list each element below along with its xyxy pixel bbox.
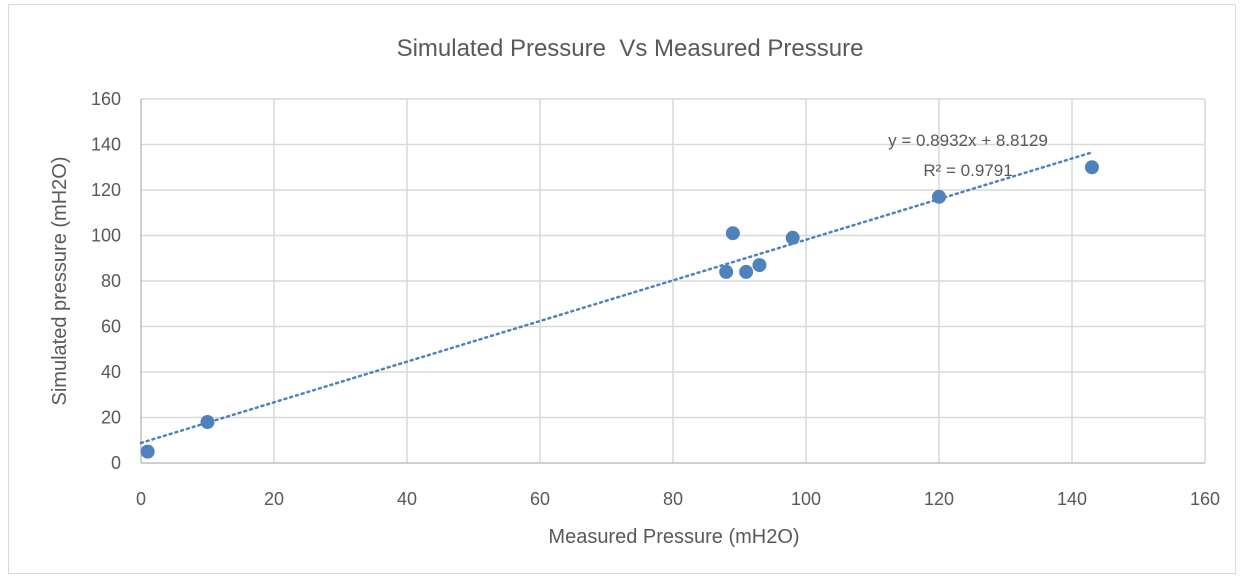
y-axis-label: Simulated pressure (mH2O) (49, 157, 71, 406)
chart-title: Simulated Pressure Vs Measured Pressure (397, 35, 864, 62)
data-point (725, 226, 740, 241)
data-point (140, 444, 155, 459)
trendline-r-squared: R² = 0.9791 (923, 161, 1012, 180)
data-point (739, 264, 754, 279)
x-axis-label: Measured Pressure (mH2O) (548, 526, 799, 548)
y-tick-label: 160 (91, 89, 121, 109)
data-points (140, 160, 1099, 459)
data-point (719, 264, 734, 279)
y-tick-label: 100 (91, 226, 121, 246)
data-point (200, 415, 215, 430)
x-tick-label: 60 (530, 489, 550, 509)
x-tick-label: 40 (397, 489, 417, 509)
y-tick-label: 80 (101, 271, 121, 291)
axes (140, 99, 1205, 464)
gridlines (141, 98, 1206, 463)
x-tick-label: 140 (1057, 489, 1087, 509)
trendline-group (139, 151, 1094, 445)
y-tick-label: 40 (101, 362, 121, 382)
data-point (785, 230, 800, 245)
x-tick-labels: 0 20 40 60 80 100 120 140 160 (136, 489, 1220, 509)
data-point (1084, 160, 1099, 175)
y-tick-label: 0 (111, 453, 121, 473)
y-tick-label: 20 (101, 408, 121, 428)
x-tick-label: 120 (924, 489, 954, 509)
x-tick-label: 20 (264, 489, 284, 509)
data-point (932, 189, 946, 204)
y-tick-label: 140 (91, 135, 121, 155)
y-tick-labels: 0 20 40 60 80 100 120 140 160 (91, 89, 121, 473)
trendline (139, 151, 1094, 445)
y-tick-label: 60 (101, 317, 121, 337)
x-tick-label: 0 (136, 489, 146, 509)
x-tick-label: 160 (1190, 489, 1220, 509)
data-point (752, 258, 767, 273)
trendline-equation: y = 0.8932x + 8.8129 (888, 131, 1048, 150)
x-tick-label: 100 (791, 489, 821, 509)
y-tick-label: 120 (91, 180, 121, 200)
x-tick-label: 80 (663, 489, 683, 509)
